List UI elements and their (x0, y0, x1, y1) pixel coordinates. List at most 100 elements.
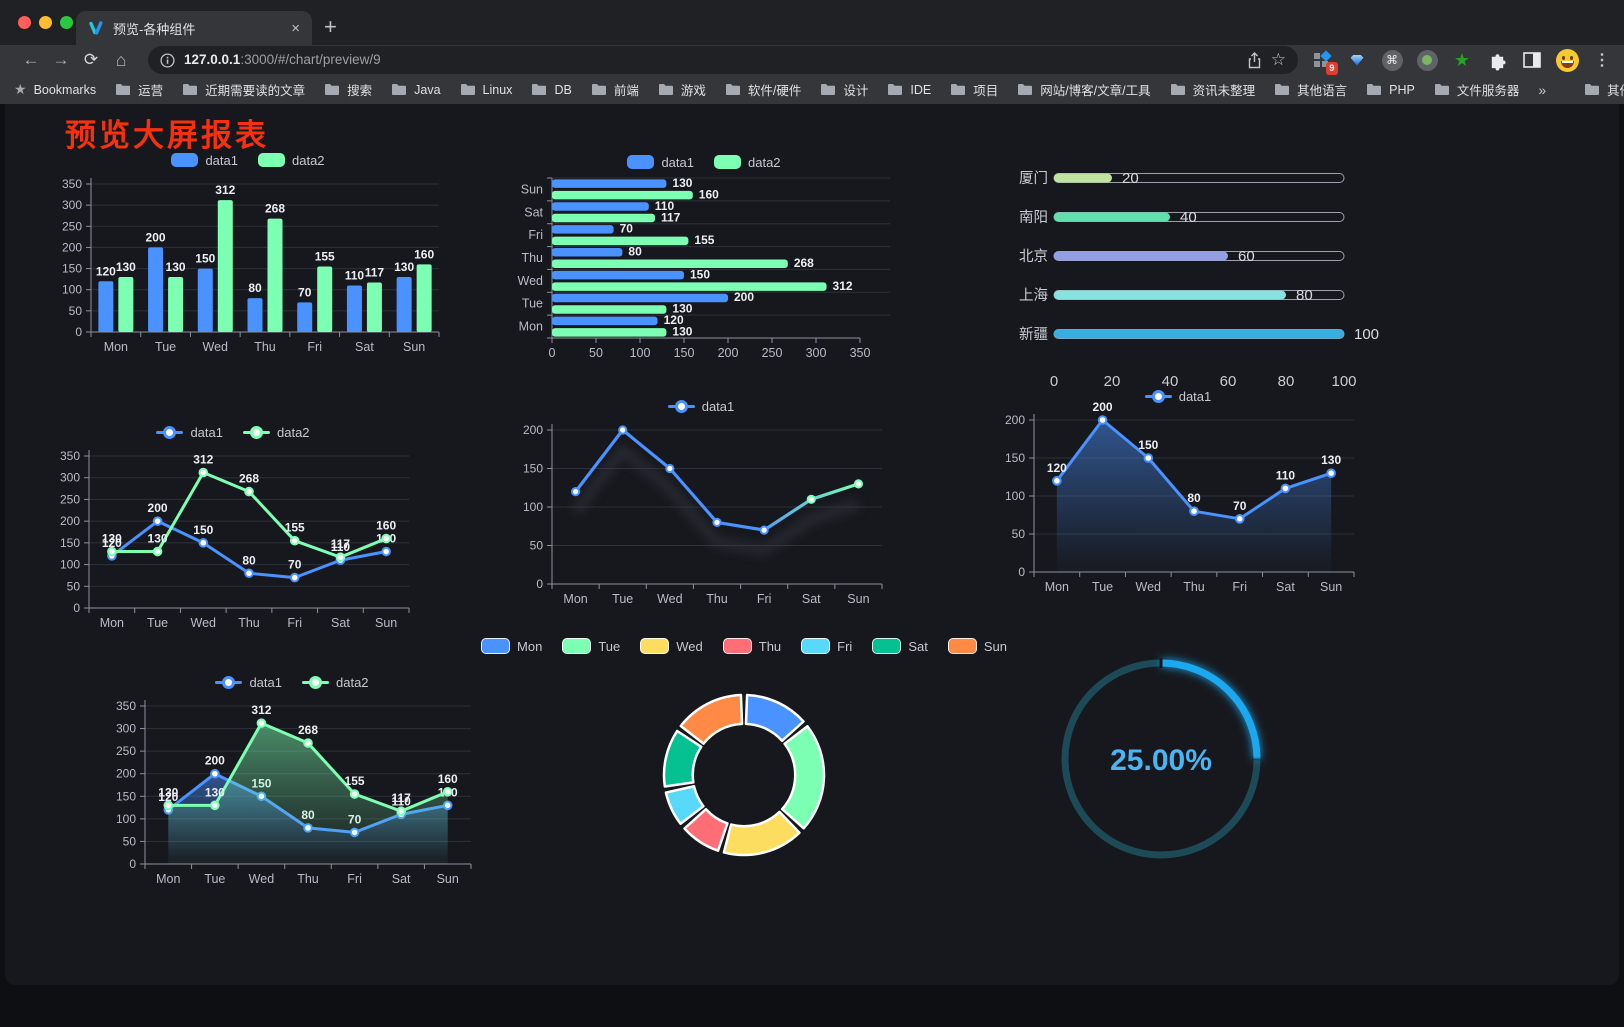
recorder-extension-icon[interactable] (1415, 48, 1439, 72)
legend-item[interactable]: data1 (171, 153, 238, 168)
folder-icon (1367, 84, 1382, 95)
new-tab-button[interactable]: + (324, 14, 337, 39)
minimize-window-button[interactable] (39, 16, 52, 29)
legend-item[interactable]: data2 (714, 155, 781, 170)
legend-item[interactable]: Wed (640, 638, 703, 654)
legend-item[interactable]: data2 (243, 425, 310, 440)
bookmark-folder-item[interactable]: 资讯未整理 (1170, 80, 1255, 99)
svg-text:100: 100 (116, 812, 136, 826)
tab-close-icon[interactable]: × (291, 19, 300, 37)
bookmark-folder-item[interactable]: 近期需要读的文章 (182, 80, 305, 99)
bookmark-folder-item[interactable]: PHP (1366, 83, 1415, 97)
folder-icon (1434, 84, 1449, 95)
legend-label: data1 (190, 424, 223, 440)
gem-extension-icon[interactable] (1345, 48, 1369, 72)
svg-text:Thu: Thu (254, 340, 276, 354)
svg-text:40: 40 (1180, 209, 1197, 226)
menu-kebab-icon[interactable]: ⋮ (1594, 52, 1610, 69)
legend-item[interactable]: Sat (872, 638, 928, 654)
svg-text:110: 110 (1276, 468, 1296, 482)
browser-toolbar: ← → ⟳ ⌂ 127.0.0.1:3000/#/chart/preview/9… (0, 45, 1624, 75)
address-bar[interactable]: 127.0.0.1:3000/#/chart/preview/9 ☆ (148, 46, 1298, 74)
svg-text:Mon: Mon (519, 320, 543, 334)
back-icon[interactable]: ← (22, 50, 40, 69)
share-icon[interactable] (1247, 51, 1262, 69)
svg-text:50: 50 (67, 579, 81, 593)
svg-text:268: 268 (239, 472, 259, 486)
bookmark-folder-item[interactable]: 搜索 (324, 80, 372, 99)
chart-legend: data1 data2 (43, 150, 453, 170)
bookmark-folder-item[interactable]: Java (391, 83, 441, 97)
folder-icon (1018, 84, 1033, 95)
legend-label: Thu (758, 638, 782, 654)
svg-text:80: 80 (1296, 287, 1313, 304)
legend-item[interactable]: data2 (258, 153, 325, 168)
svg-text:130: 130 (158, 785, 178, 799)
svg-text:117: 117 (331, 537, 351, 551)
svg-text:130: 130 (148, 532, 168, 546)
tab-title: 预览-各种组件 (113, 21, 196, 37)
maximize-window-button[interactable] (60, 16, 73, 29)
legend-item[interactable]: data1 (627, 155, 694, 170)
svg-text:130: 130 (672, 176, 692, 190)
close-window-button[interactable] (18, 16, 31, 29)
command-extension-icon[interactable]: ⌘ (1380, 48, 1404, 72)
svg-text:Wed: Wed (203, 340, 229, 354)
legend-item[interactable]: data1 (156, 425, 223, 440)
legend-item[interactable]: data1 (215, 675, 282, 690)
bookmark-folder-item[interactable]: 运营 (115, 80, 163, 99)
bookmark-label: 文件服务器 (1456, 84, 1520, 98)
puzzle-extensions-icon[interactable] (1485, 48, 1509, 72)
site-info-icon[interactable] (160, 52, 175, 68)
svg-text:350: 350 (850, 346, 871, 360)
svg-text:20: 20 (1122, 170, 1139, 187)
reload-icon[interactable]: ⟳ (83, 50, 99, 69)
side-panel-icon[interactable] (1520, 48, 1544, 72)
bookmark-folder-item[interactable]: DB (531, 83, 572, 97)
svg-text:150: 150 (1005, 451, 1025, 465)
bookmark-folder-item[interactable]: 其他语言 (1274, 80, 1347, 99)
svg-text:25.00%: 25.00% (1110, 744, 1212, 777)
svg-text:120: 120 (158, 790, 178, 804)
bookmarks-overflow-chevron[interactable]: » (1538, 81, 1547, 98)
legend-swatch-icon (562, 638, 592, 654)
tabs-manager-extension-icon[interactable]: 9 (1310, 48, 1338, 75)
bookmark-folder-item[interactable]: 软件/硬件 (725, 80, 801, 99)
bookmark-folder-item[interactable]: 网站/博客/文章/工具 (1017, 80, 1151, 99)
bookmark-folder-item[interactable]: 设计 (820, 80, 868, 99)
legend-item[interactable]: Fri (801, 638, 852, 654)
legend-item[interactable]: data2 (302, 675, 369, 690)
chart-line-area-two: data1 data2 0 50 100 150 200 250 300 350 Mon Tue Wed… (99, 672, 485, 894)
bookmark-folder-item[interactable]: 前端 (591, 80, 639, 99)
chart-legend: data1 data2 (508, 152, 900, 172)
bookmarks-root-item[interactable]: ★ Bookmarks (14, 81, 96, 98)
svg-text:0: 0 (1050, 373, 1058, 390)
bookmark-folder-item[interactable]: 项目 (950, 80, 998, 99)
legend-item[interactable]: Sun (947, 638, 1007, 654)
svg-text:250: 250 (62, 219, 82, 233)
other-bookmarks-item[interactable]: 其他书签 (1584, 80, 1624, 99)
evernote-extension-icon[interactable]: ★ (1453, 49, 1471, 70)
legend-item[interactable]: data1 (667, 399, 734, 414)
legend-item[interactable]: data1 (1144, 389, 1211, 404)
bookmark-folder-item[interactable]: Linux (460, 83, 512, 97)
bookmark-folder-item[interactable]: IDE (887, 83, 931, 97)
legend-item[interactable]: Thu (722, 638, 782, 654)
legend-item[interactable]: Mon (481, 638, 542, 654)
bookmark-folder-item[interactable]: 游戏 (658, 80, 706, 99)
svg-text:Sat: Sat (355, 340, 374, 354)
chart-canvas: 0 50 100 150 200 250 300 350 Mon Tue Wed Thu Fri Sat S… (62, 177, 440, 354)
bookmark-folder-item[interactable]: 文件服务器 (1434, 80, 1520, 99)
svg-text:40: 40 (1162, 373, 1179, 390)
legend-item[interactable]: Tue (562, 638, 620, 654)
browser-tab[interactable]: 预览-各种组件 × (76, 11, 312, 45)
svg-text:100: 100 (62, 283, 82, 297)
forward-icon[interactable]: → (52, 50, 70, 69)
bookmark-star-icon[interactable]: ☆ (1270, 50, 1286, 69)
folder-icon (116, 84, 131, 95)
profile-avatar[interactable] (1555, 48, 1579, 72)
svg-text:120: 120 (1047, 461, 1067, 475)
bookmark-label: 设计 (843, 84, 869, 98)
home-icon[interactable]: ⌂ (115, 50, 127, 70)
svg-text:Wed: Wed (518, 274, 544, 288)
